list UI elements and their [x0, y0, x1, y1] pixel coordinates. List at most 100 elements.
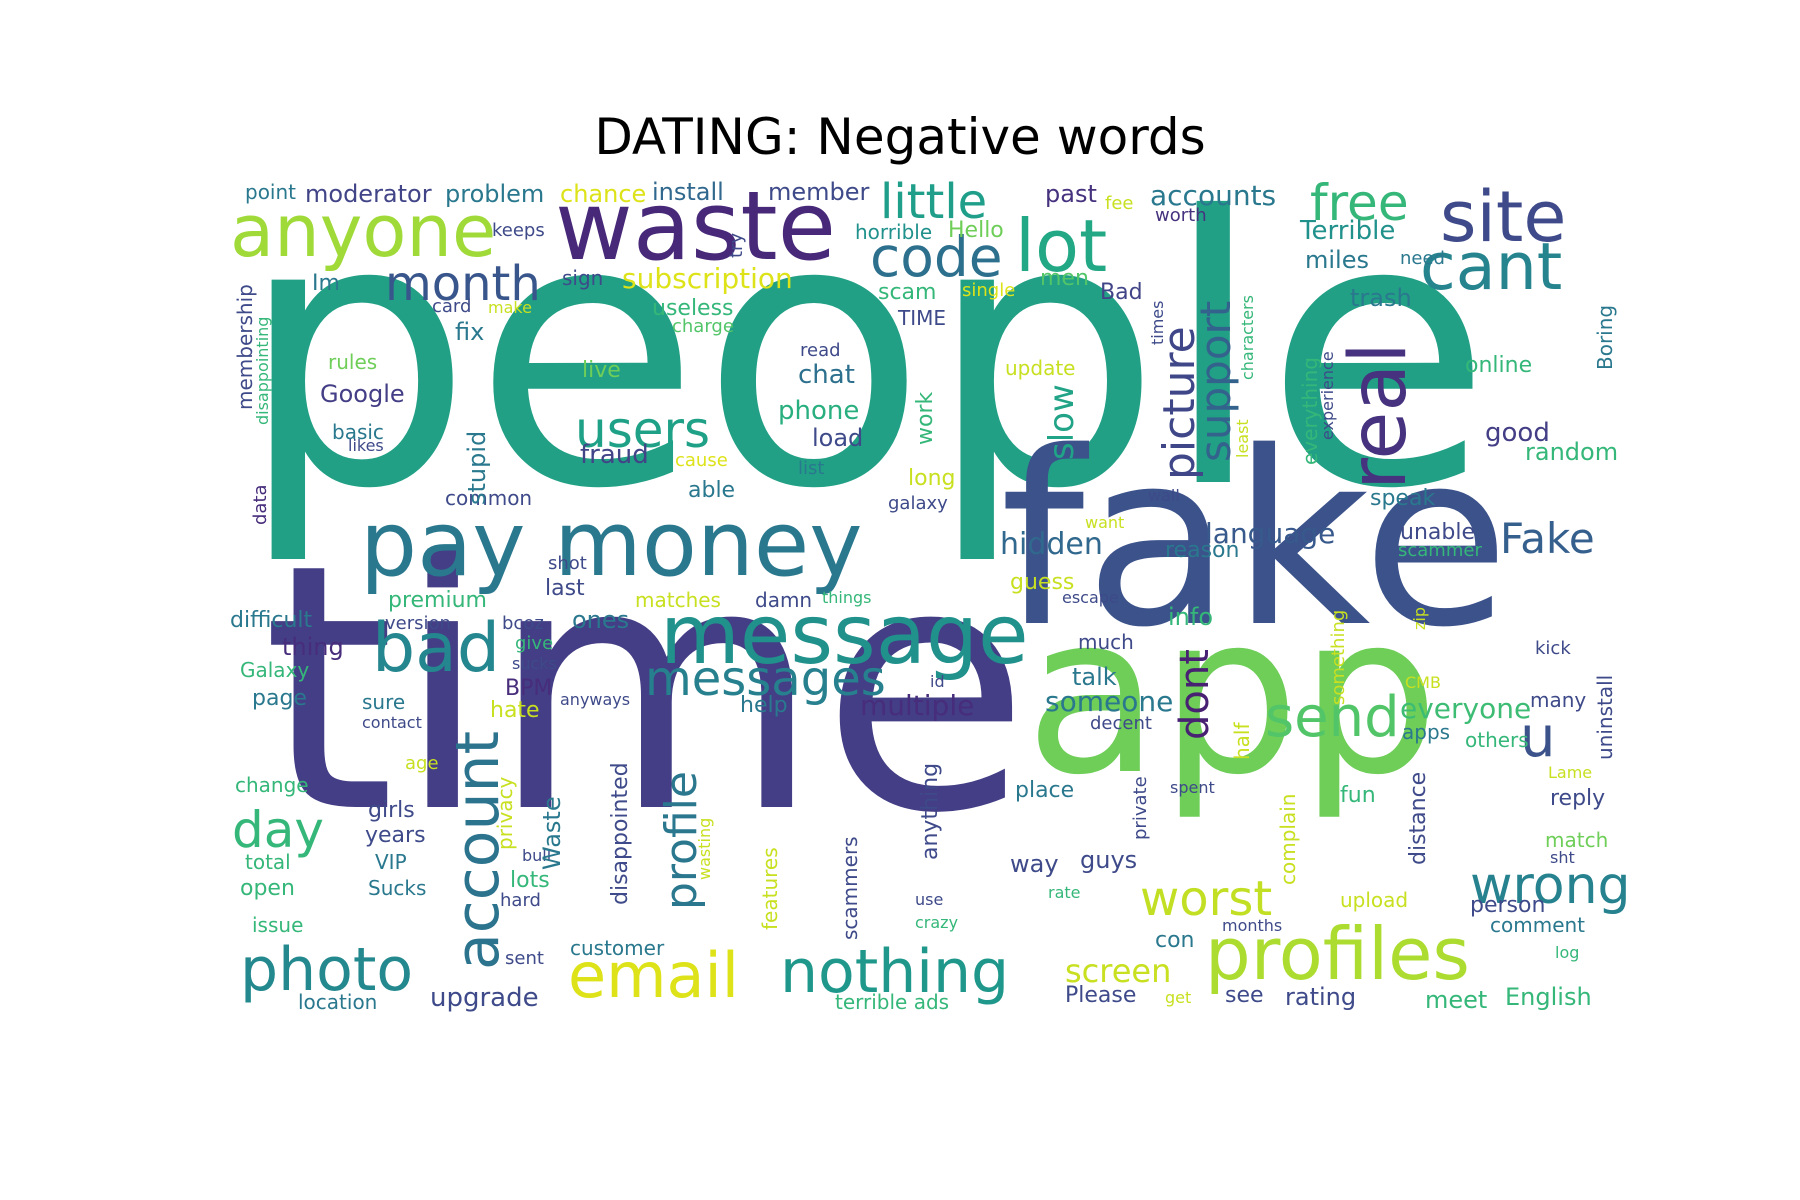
word-past: past [1045, 180, 1097, 208]
word-sucks: sucks [512, 654, 557, 673]
word-upload: upload [1340, 888, 1409, 912]
word-waste-cap: Waste [538, 796, 566, 870]
word-stupid: stupid [463, 430, 491, 505]
word-subscription: subscription [622, 262, 793, 295]
word-thing: thing [282, 633, 344, 661]
word-disappointing: disappointing [253, 316, 272, 425]
word-uninstall: uninstall [1593, 674, 1617, 760]
word-bpm: BPM [505, 676, 553, 701]
word-dont: dont [1172, 649, 1218, 740]
word-sign: sign [562, 266, 604, 290]
word-damn: damn [755, 588, 813, 612]
word-hidden: hidden [1000, 527, 1103, 562]
word-nothing: nothing [780, 937, 1010, 1007]
word-able: able [688, 478, 736, 503]
word-lame: Lame [1548, 763, 1593, 782]
word-apps: apps [1402, 720, 1451, 744]
word-age: age [405, 753, 439, 774]
word-much: much [1078, 630, 1134, 654]
word-load: load [812, 424, 864, 452]
word-guys: guys [1080, 846, 1138, 874]
word-single: single [962, 280, 1016, 301]
word-log: log [1555, 943, 1580, 962]
word-chance: chance [560, 180, 647, 208]
word-work: work [913, 391, 938, 445]
word-version: version [385, 613, 451, 634]
word-long: long [908, 466, 956, 491]
word-hate: hate [490, 698, 540, 723]
word-problem: problem [445, 180, 545, 208]
word-random: random [1525, 438, 1619, 466]
word-scam: scam [878, 280, 937, 305]
word-privacy: privacy [493, 776, 517, 850]
word-contact: contact [362, 713, 422, 732]
word-things: things [822, 588, 872, 607]
word-worth: worth [1155, 205, 1207, 226]
word-need: need [1400, 248, 1445, 269]
word-time: time [262, 492, 1031, 888]
word-useless: useless [652, 296, 734, 321]
word-bull: bull [522, 846, 552, 865]
word-support: support [1191, 300, 1240, 462]
word-code: code [870, 225, 1003, 289]
word-email: email [568, 939, 739, 1012]
word-con: con [1155, 928, 1195, 953]
word-many: many [1530, 688, 1587, 712]
word-change: change [235, 773, 309, 797]
word-rate: rate [1048, 883, 1081, 902]
word-language: language [1205, 517, 1336, 550]
word-scammer: scammer [1398, 540, 1482, 561]
word-kick: kick [1535, 638, 1571, 659]
word-try: try [726, 232, 747, 258]
word-times: times [1148, 300, 1167, 345]
word-distance: distance [1406, 771, 1431, 865]
word-complain: complain [1276, 793, 1300, 885]
word-day: day [232, 801, 324, 859]
word-lot: lot [1015, 204, 1108, 288]
word-features: features [758, 847, 782, 930]
word-speak: speak [1370, 486, 1436, 511]
word-sht: sht [1550, 848, 1575, 867]
word-fix: fix [455, 318, 485, 346]
word-install: install [652, 178, 724, 206]
word-update: update [1005, 356, 1076, 380]
word-help: help [740, 693, 788, 718]
word-matches: matches [635, 588, 721, 612]
word-messages: messages [645, 651, 886, 707]
word-sent: sent [505, 948, 544, 969]
word-data: data [250, 484, 271, 525]
word-page: page [252, 686, 307, 711]
word-profiles: profiles [1205, 912, 1470, 996]
word-location: location [298, 990, 378, 1014]
word-guess: guess [1010, 570, 1075, 595]
word-rules: rules [328, 350, 378, 374]
word-customer: customer [570, 936, 665, 960]
word-last: last [545, 576, 585, 601]
word-horrible: horrible [855, 220, 933, 244]
word-wrong: wrong [1470, 856, 1631, 916]
word-good: good [1485, 418, 1550, 448]
word-multiple: multiple [860, 689, 975, 722]
word-screen: screen [1065, 952, 1172, 990]
word-men: men [1040, 266, 1089, 291]
word-pay-money: pay money [360, 492, 863, 597]
word-give: give [515, 633, 554, 654]
word-shot: shot [548, 553, 587, 574]
word-reply: reply [1550, 786, 1606, 811]
word-something: something [1328, 609, 1349, 705]
word-bad: bad [372, 609, 500, 688]
word-anything: anything [918, 762, 943, 860]
word-want: want [1085, 513, 1125, 532]
word-site: site [1440, 176, 1567, 258]
word-person: person [1470, 893, 1546, 918]
word-common: common [445, 486, 533, 510]
word-moderator: moderator [305, 180, 432, 208]
word-match: match [1545, 828, 1609, 852]
word-escape: escape [1062, 588, 1119, 607]
word-chat: chat [798, 360, 855, 390]
word-account: account [443, 730, 513, 970]
word-everyone: everyone [1400, 692, 1532, 725]
word-way: way [1010, 850, 1059, 878]
word-basic: basic [332, 420, 384, 444]
